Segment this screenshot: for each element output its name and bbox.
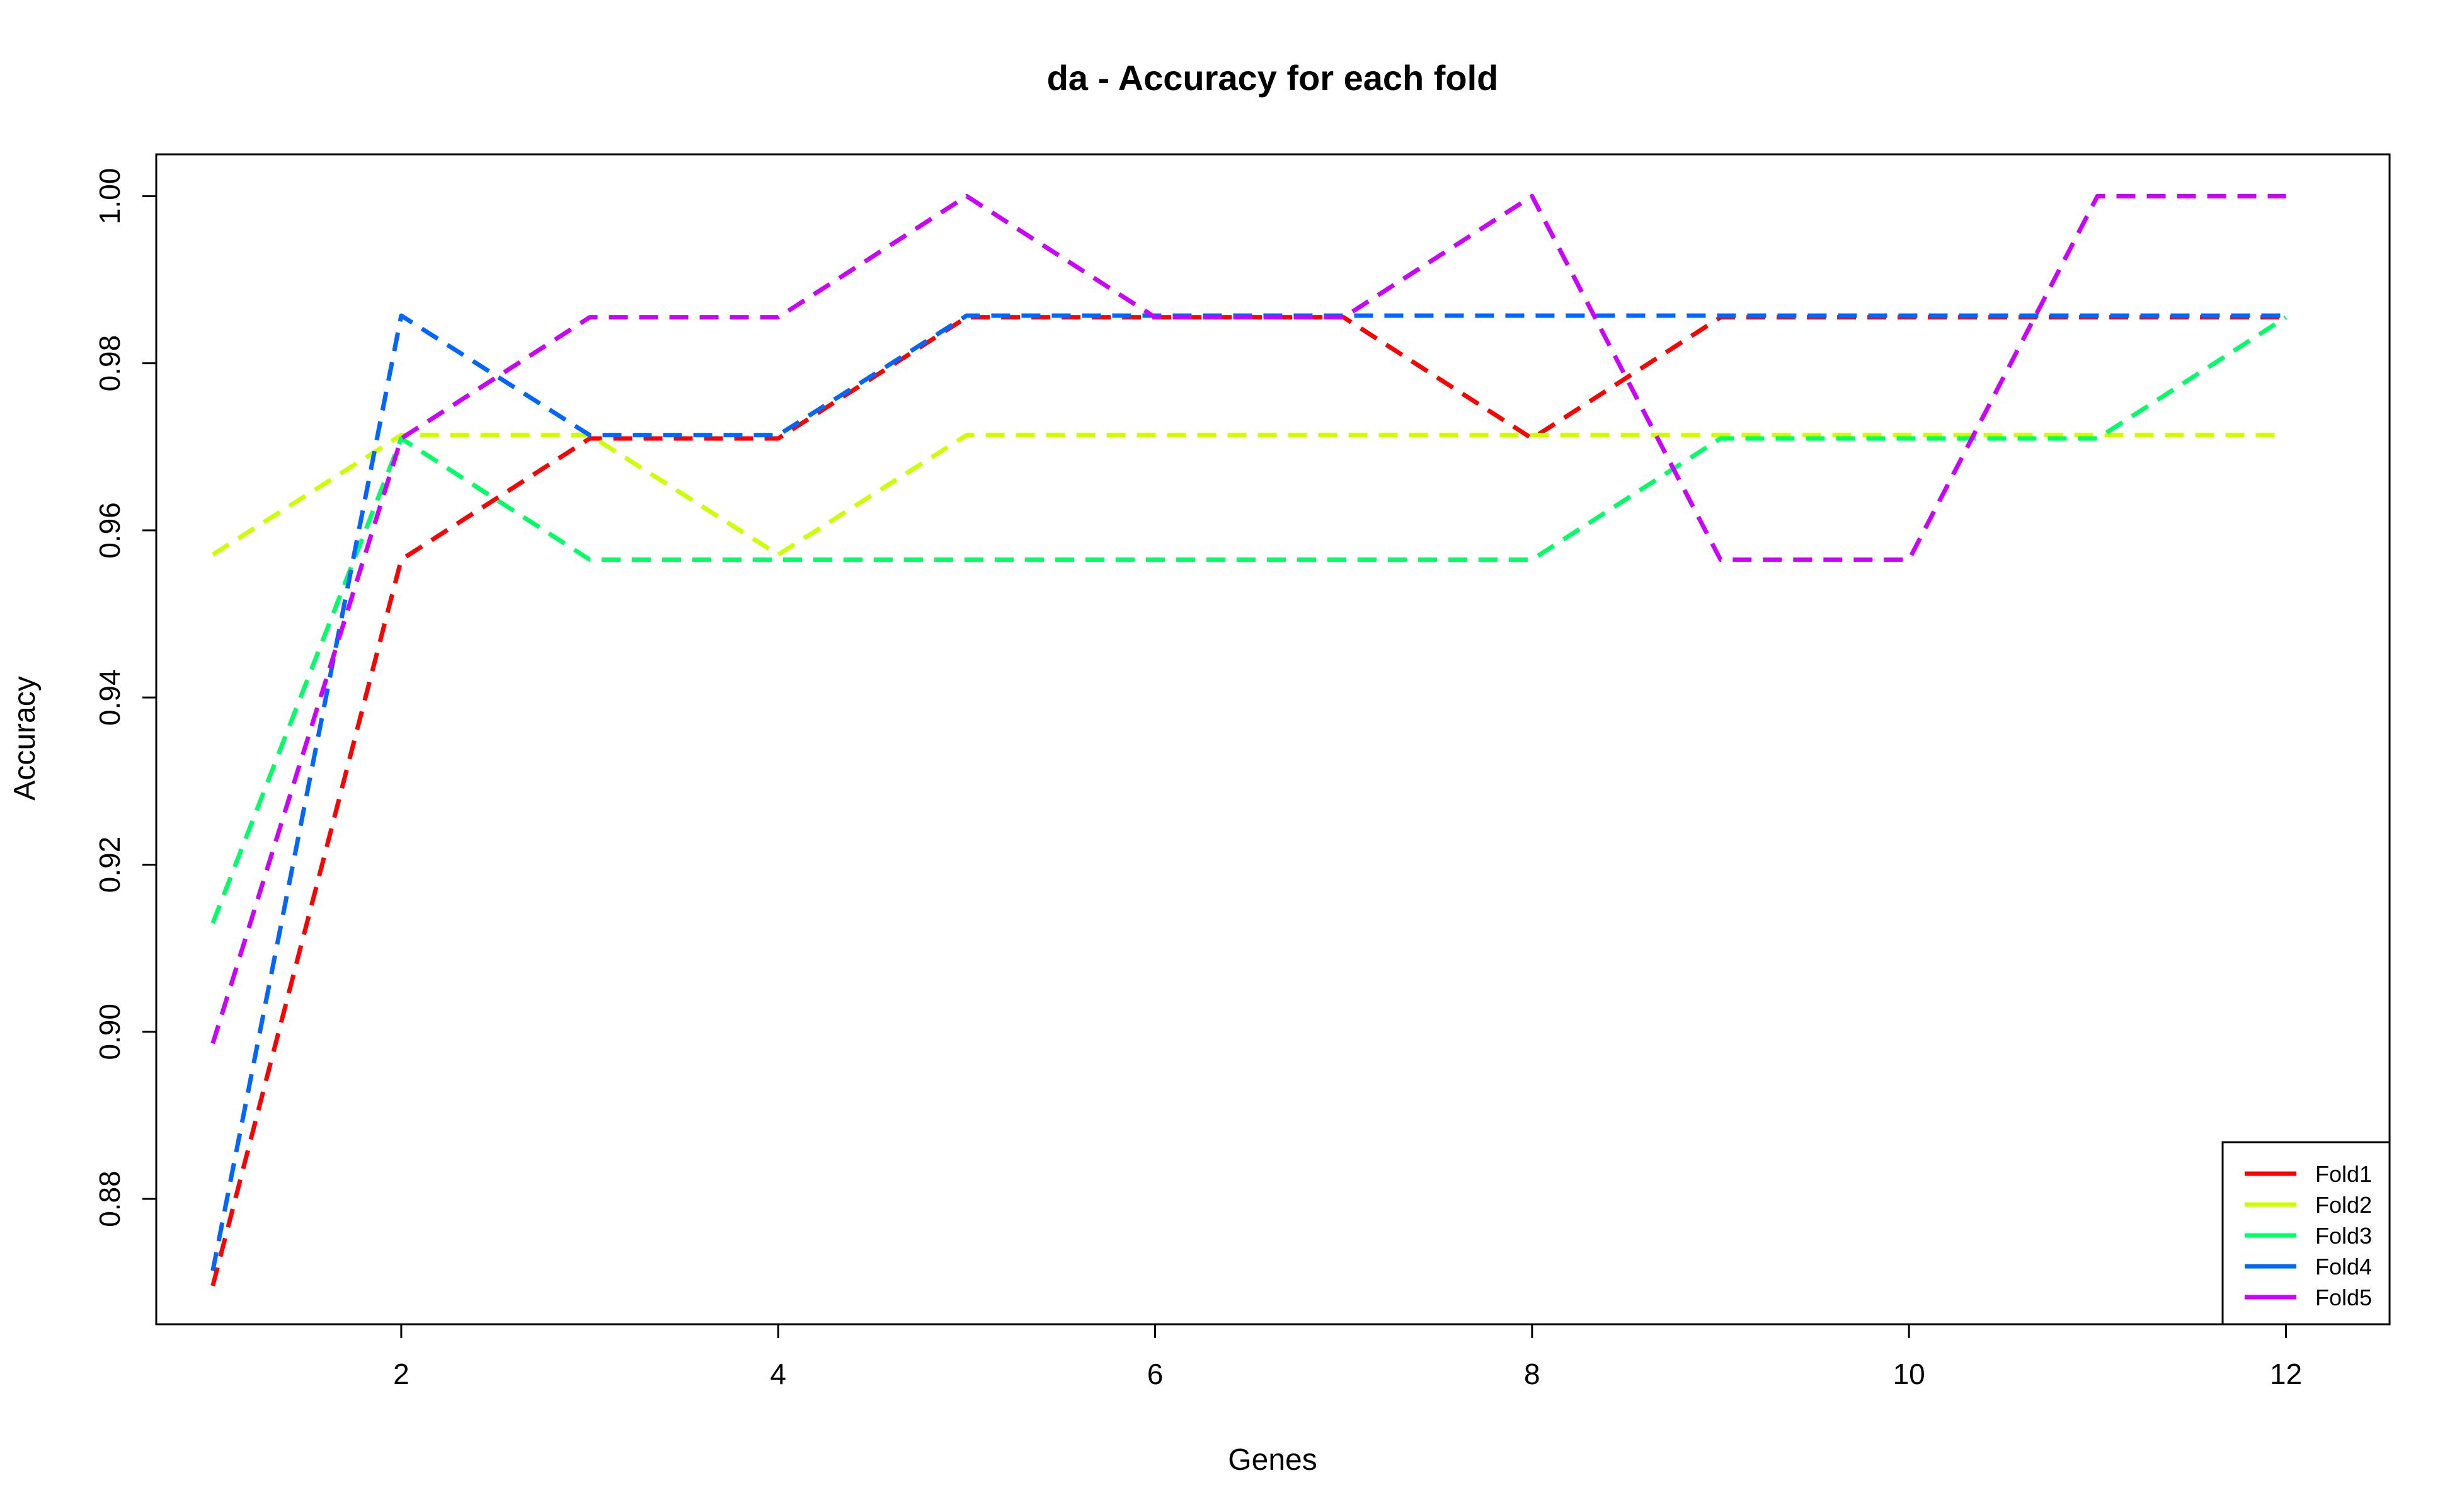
legend-label-fold2: Fold2 (2315, 1192, 2372, 1218)
series-line-fold3 (210, 315, 2288, 924)
y-tick-label: 0.92 (93, 837, 126, 893)
y-tick-label: 0.88 (93, 1171, 126, 1227)
x-tick-label: 8 (1524, 1358, 1540, 1390)
y-tick-label: 0.94 (93, 669, 126, 726)
y-tick-label: 0.90 (93, 1004, 126, 1060)
legend-label-fold5: Fold5 (2315, 1285, 2372, 1310)
legend-label-fold1: Fold1 (2315, 1161, 2372, 1187)
legend: Fold1 Fold2 Fold3 Fold4 Fold5 (2221, 1141, 2391, 1326)
y-axis-label: Accuracy (8, 676, 42, 800)
y-axis: 0.88 0.90 0.92 0.94 0.96 0.98 1.00 (93, 168, 156, 1227)
series-lines (210, 193, 2288, 1286)
plot-frame (155, 153, 2391, 1326)
series-line-fold5 (210, 193, 2286, 1045)
x-tick-label: 2 (393, 1358, 410, 1390)
y-tick-label: 0.96 (93, 502, 126, 559)
series-line-fold4 (210, 313, 2286, 1271)
x-tick-label: 10 (1893, 1358, 1925, 1390)
x-tick-label: 4 (770, 1358, 786, 1390)
legend-label-fold3: Fold3 (2315, 1223, 2372, 1249)
series-line-fold1 (210, 315, 2286, 1286)
x-axis-label: Genes (1228, 1443, 1317, 1477)
chart-title: da - Accuracy for each fold (1047, 58, 1499, 98)
x-tick-label: 6 (1147, 1358, 1164, 1390)
x-axis: 2 4 6 8 10 12 (393, 1324, 2302, 1390)
x-tick-label: 12 (2270, 1358, 2302, 1390)
legend-label-fold4: Fold4 (2315, 1254, 2372, 1280)
series-line-fold2 (211, 433, 2286, 557)
y-tick-label: 0.98 (93, 335, 126, 392)
y-tick-label: 1.00 (93, 168, 126, 225)
